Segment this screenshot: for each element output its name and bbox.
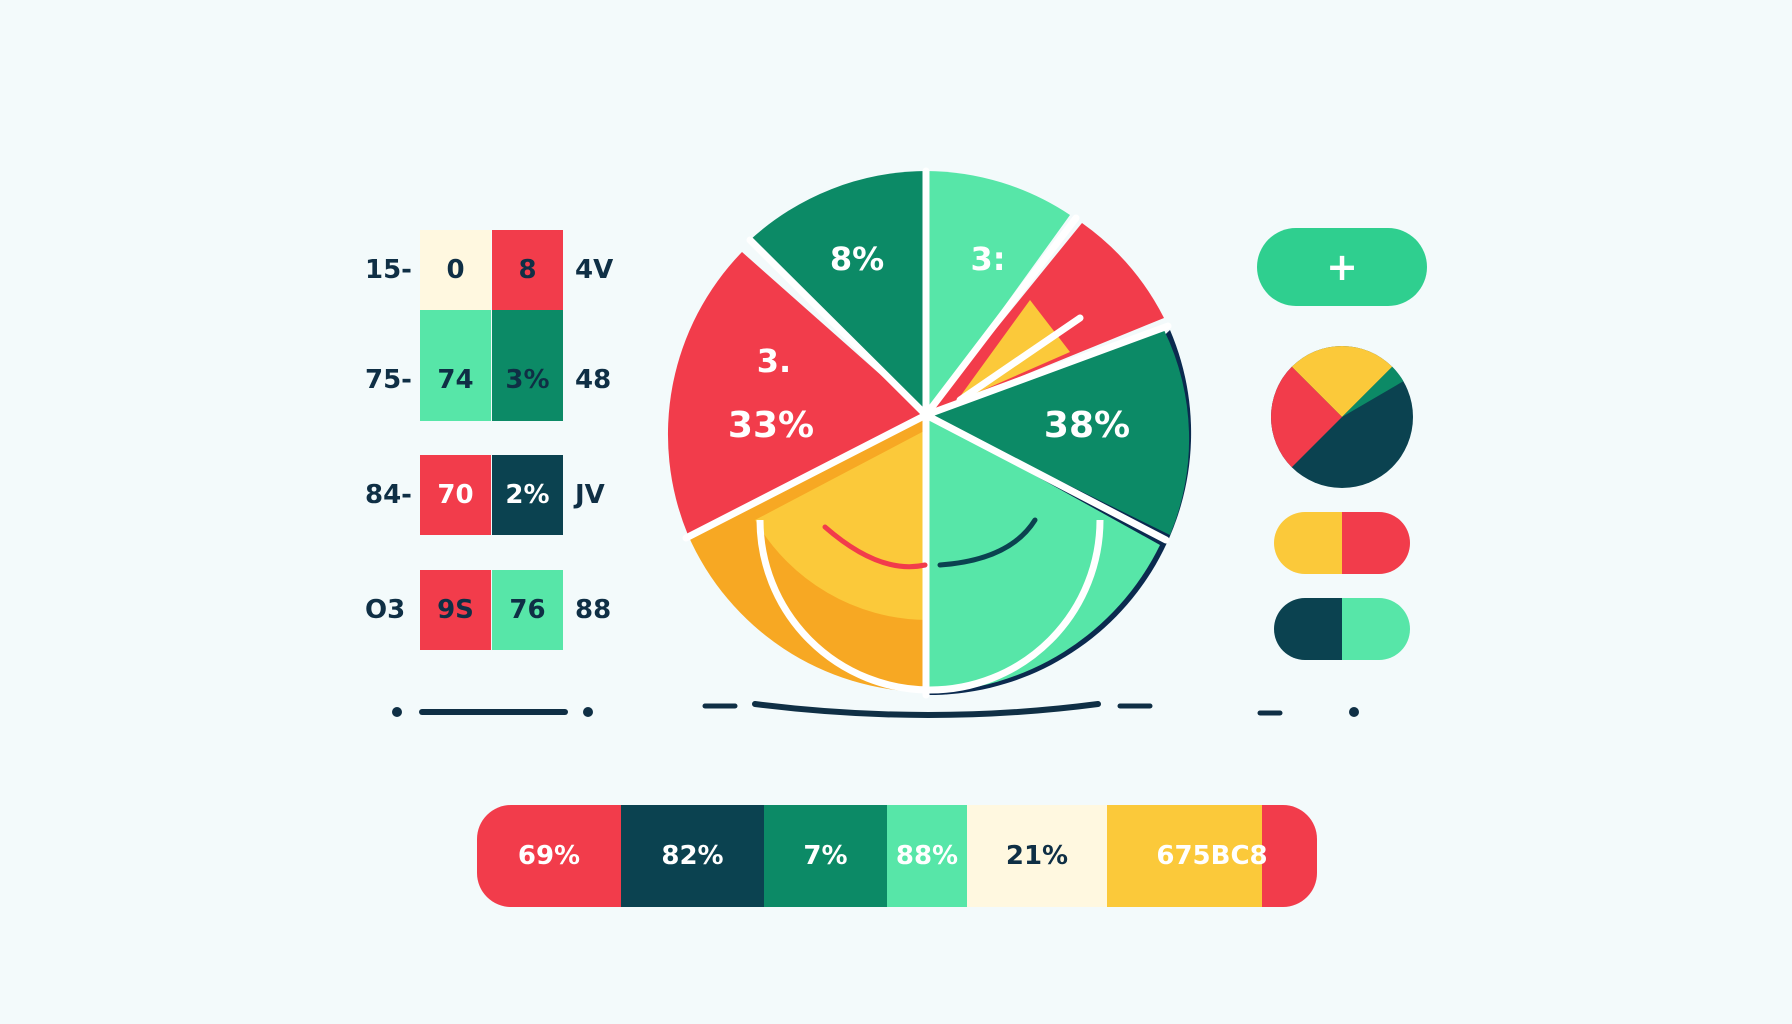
row-left-label: 75- xyxy=(365,365,412,395)
row-right-label: 88 xyxy=(575,595,612,625)
pie-slice-red-large xyxy=(667,252,926,535)
row-right-label: 48 xyxy=(575,365,612,395)
plus-icon: + xyxy=(1326,245,1358,289)
dot-decoration xyxy=(1349,707,1359,717)
dot-decoration xyxy=(583,707,593,717)
toggle-right-half xyxy=(1342,512,1410,574)
bar-segment: 69% xyxy=(477,805,621,907)
add-button[interactable]: + xyxy=(1257,228,1427,306)
bar-segment: 82% xyxy=(621,805,764,907)
slice-label: 3. xyxy=(757,342,791,380)
table-cell: 8 xyxy=(492,230,563,310)
row-left-label: 84- xyxy=(365,480,412,510)
bar-segment: 88% xyxy=(887,805,967,907)
toggle-right-half xyxy=(1342,598,1410,660)
bar-segment: 7% xyxy=(764,805,887,907)
bar-segment: 675BC8 xyxy=(1107,805,1317,907)
toggle-navy-mint[interactable] xyxy=(1274,598,1410,660)
row-left-label: 15- xyxy=(365,255,412,285)
slice-label: 8% xyxy=(830,240,884,278)
slice-label: 33% xyxy=(728,405,814,446)
pie-chart: 8% 3: 38% 3. 33% xyxy=(667,167,1192,699)
pie-slice-yellow-sliver xyxy=(956,300,1070,402)
table-cell: 9S xyxy=(420,570,491,650)
pie-separators xyxy=(682,167,1172,699)
toggle-left-half xyxy=(1274,512,1342,574)
smile-arc-navy xyxy=(937,517,1038,568)
table-cell: 76 xyxy=(492,570,563,650)
toggle-left-half xyxy=(1274,598,1342,660)
pie-shadow-line xyxy=(752,701,1101,718)
stacked-percentage-bar: 69% 82% 7% 88% 21% 675BC8 xyxy=(477,805,1317,907)
dot-decoration xyxy=(392,707,402,717)
pie-slice-yellow-inner xyxy=(755,430,926,620)
pie-slice-dark-green-right xyxy=(926,330,1190,535)
table-cell: 3% xyxy=(492,310,563,421)
table-cell: 0 xyxy=(420,230,491,310)
row-right-label: JV xyxy=(575,480,605,510)
pie-slice-mint-bottom xyxy=(926,415,1160,692)
table-cell: 70 xyxy=(420,455,491,535)
smile-arc-red xyxy=(822,524,928,570)
toggle-yellow-red[interactable] xyxy=(1274,512,1410,574)
slice-label: 3: xyxy=(970,240,1005,278)
pie-slice-mint-top xyxy=(926,171,1070,415)
row-right-label: 4V xyxy=(575,255,614,285)
pie-slice-dark-green xyxy=(750,171,926,415)
table-cell: 74 xyxy=(420,310,491,421)
color-wheel-icon[interactable] xyxy=(1270,345,1414,489)
slice-label: 38% xyxy=(1044,405,1130,446)
bar-segment: 21% xyxy=(967,805,1107,907)
row-left-label: O3 xyxy=(365,595,406,625)
pie-inner-ring xyxy=(756,519,1104,694)
table-cell: 2% xyxy=(492,455,563,535)
